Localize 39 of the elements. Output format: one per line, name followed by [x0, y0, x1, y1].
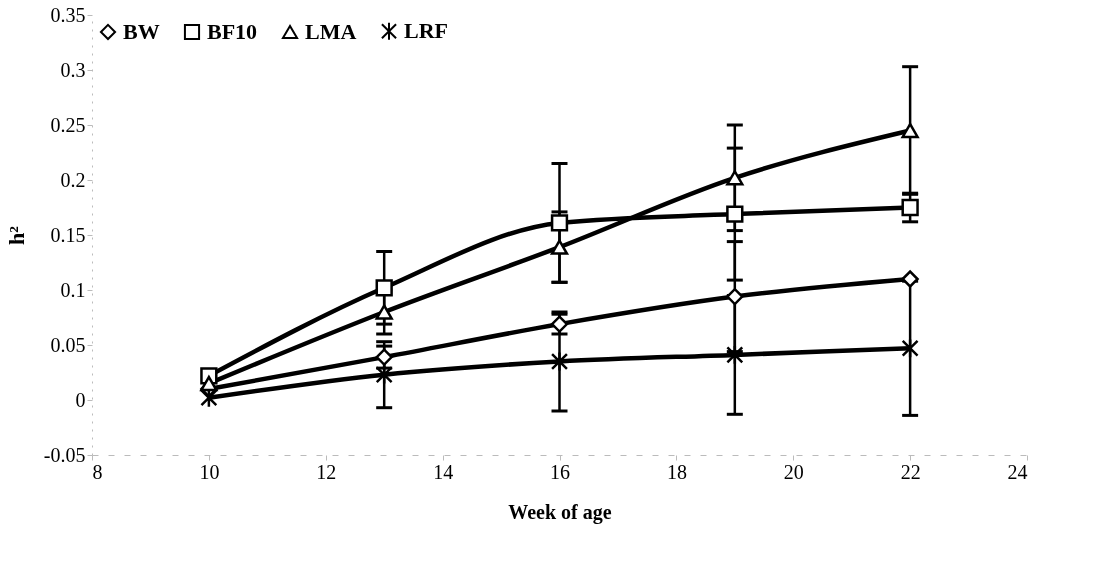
y-tick-label: 0.25 [50, 113, 86, 136]
y-tick-label: 0.05 [50, 333, 86, 356]
point [375, 364, 393, 385]
y-tick-label: 0.1 [60, 278, 86, 301]
point [726, 170, 744, 186]
x-tick-label: 18 [666, 460, 687, 483]
x-tick-label: 20 [783, 460, 804, 483]
y-tick-label: 0.2 [60, 168, 86, 191]
x-axis-title: Week of age [508, 500, 612, 524]
legend-label: BF10 [207, 18, 258, 44]
y-tick-label: 0.35 [50, 3, 86, 26]
x-tick-label: 16 [550, 460, 570, 483]
legend-label: LRF [404, 18, 448, 44]
x-tick-label: 12 [316, 460, 337, 483]
x-tick-label: 10 [199, 460, 220, 483]
y-axis-title: h² [3, 225, 29, 245]
y-tick-label: 0.3 [60, 58, 86, 81]
x-tick-label: 8 [92, 460, 103, 483]
point [901, 198, 919, 217]
point [901, 122, 919, 139]
point [550, 239, 569, 255]
legend-label: BW [123, 18, 160, 44]
point [726, 344, 744, 366]
y-tick-label: 0 [75, 388, 86, 411]
point [901, 270, 919, 288]
y-tick-label: -0.05 [43, 443, 86, 466]
x-tick-label: 14 [433, 460, 454, 483]
x-tick-label: 24 [1007, 460, 1028, 483]
point [375, 279, 393, 297]
point [550, 351, 569, 372]
point [901, 338, 919, 359]
x-tick-label: 22 [900, 460, 921, 483]
point [550, 214, 569, 232]
y-tick-label: 0.15 [50, 223, 86, 246]
point [726, 287, 744, 306]
legend-label: LMA [305, 19, 357, 44]
point [200, 375, 218, 392]
point [726, 205, 744, 223]
point [375, 304, 393, 320]
